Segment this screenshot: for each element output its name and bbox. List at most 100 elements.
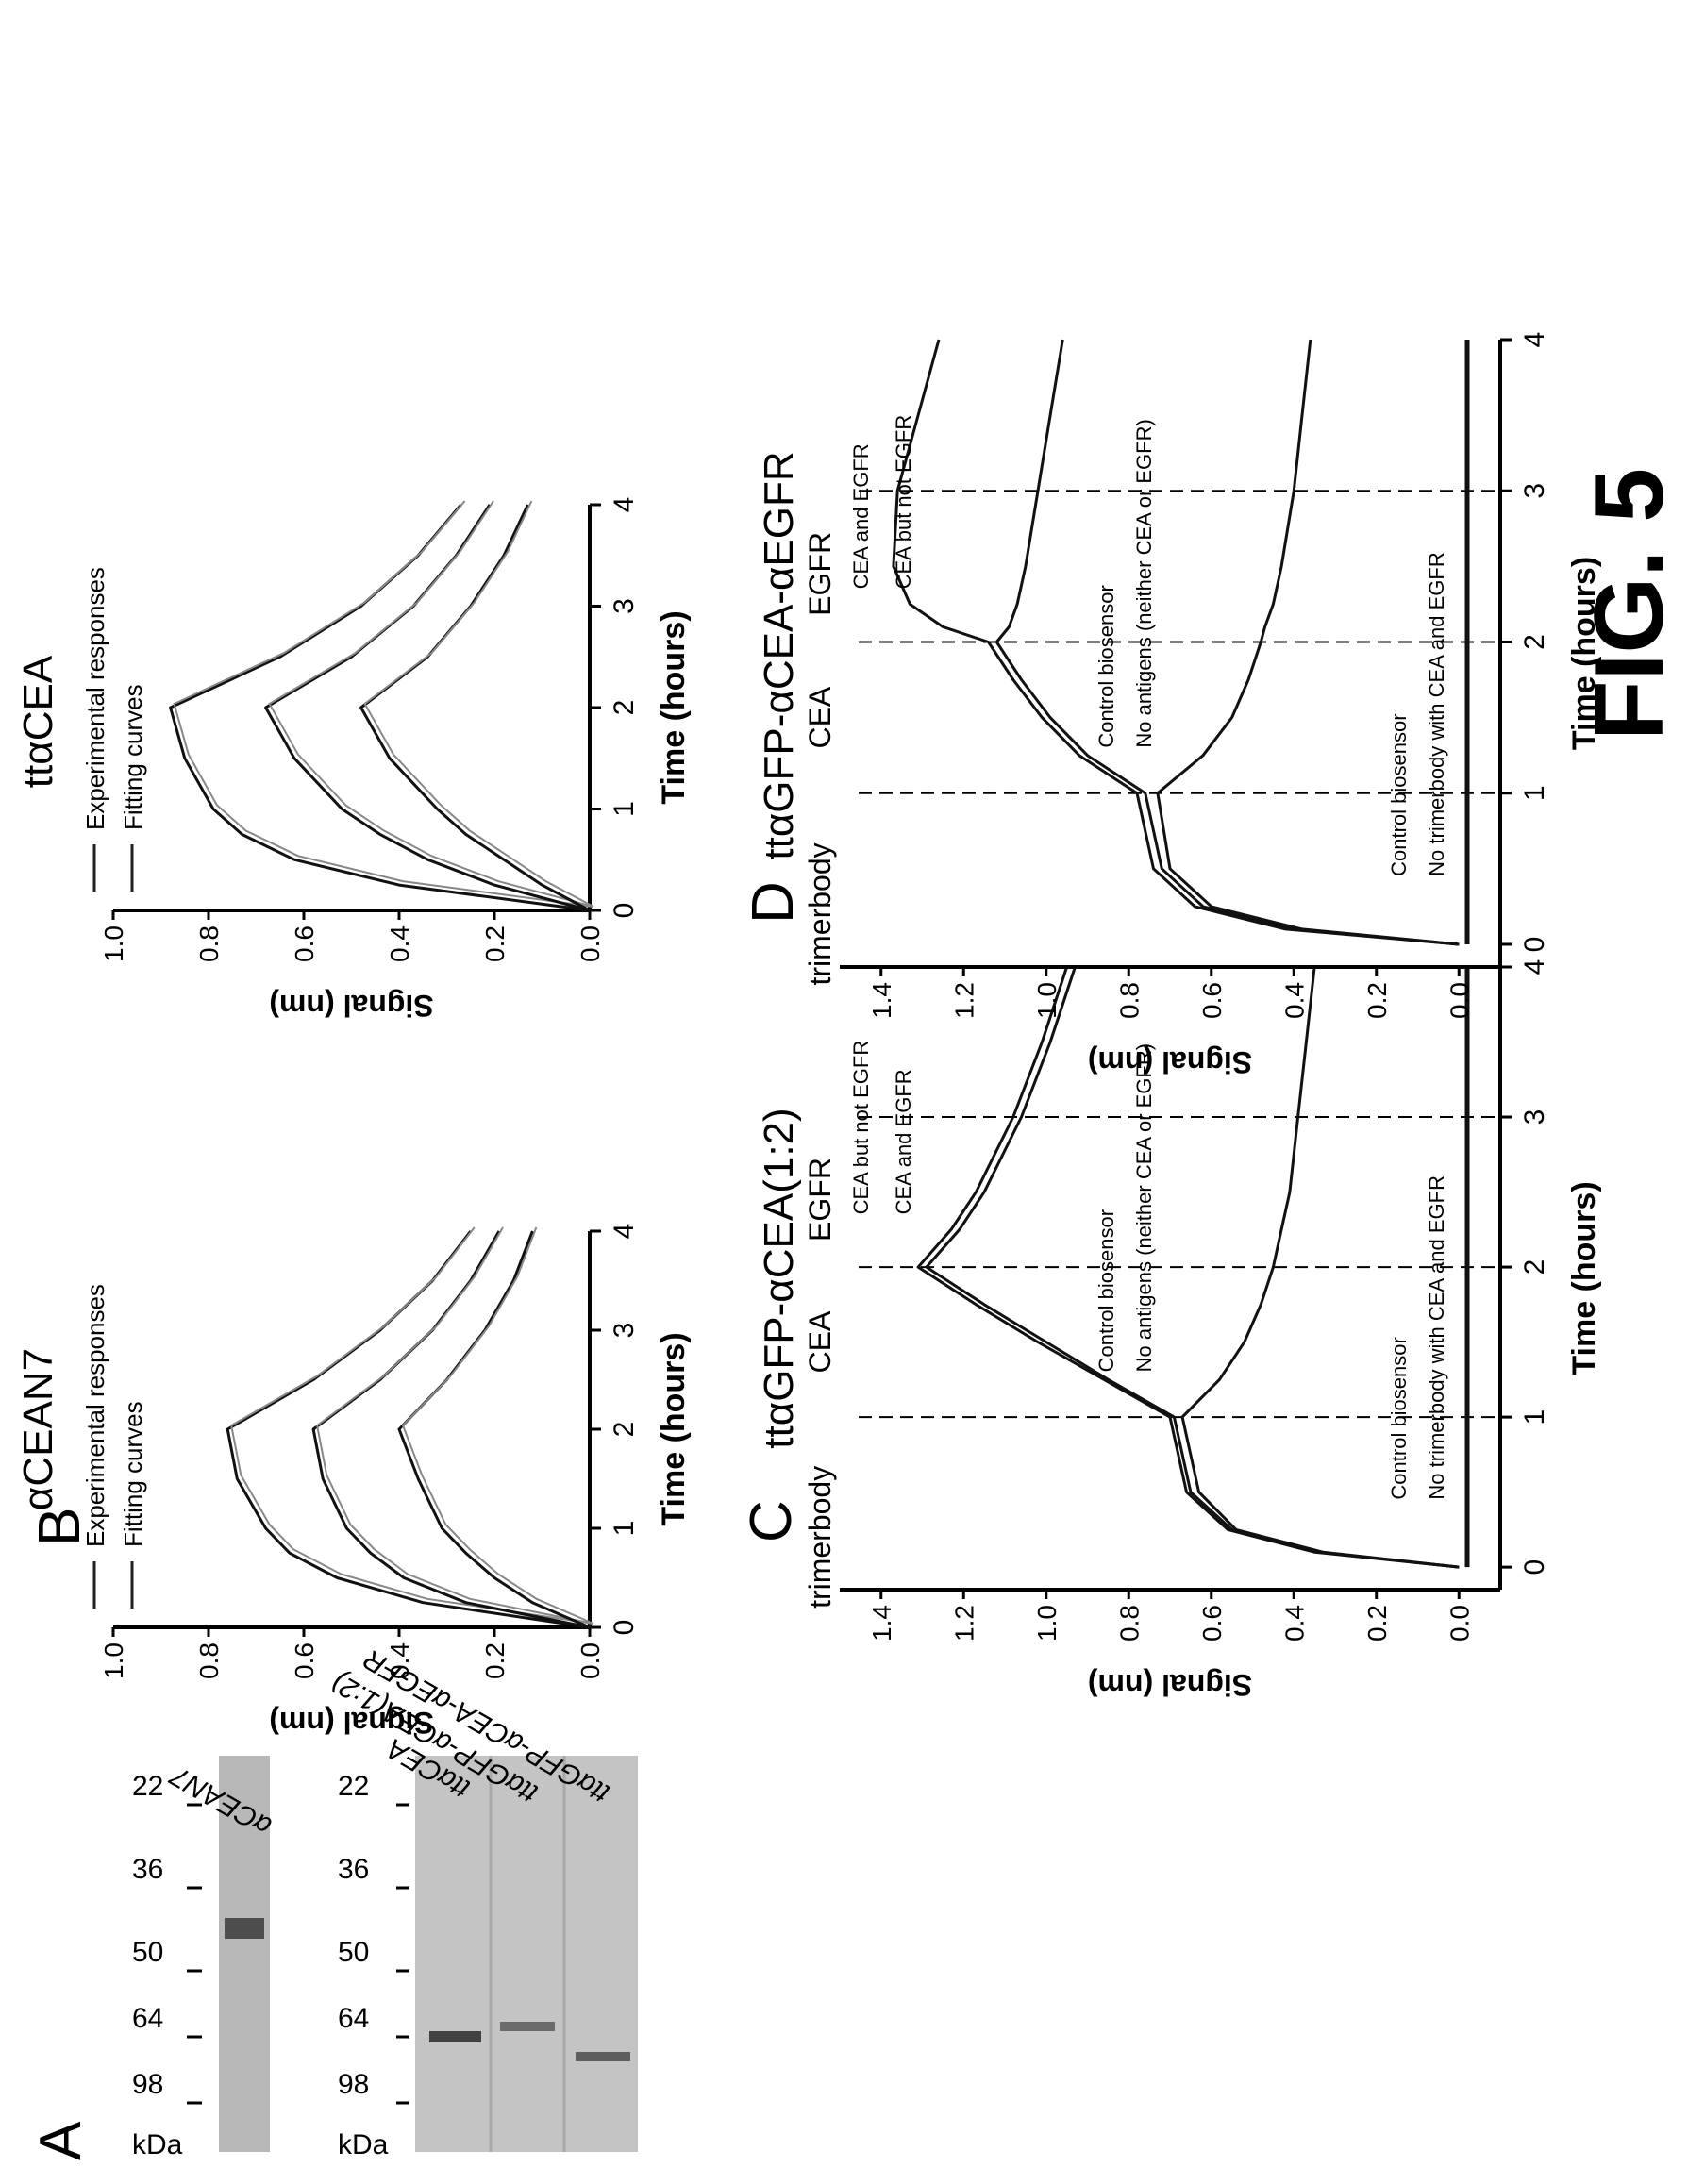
x-tick-label: 0: [609, 903, 640, 919]
gel-band: [500, 2022, 555, 2031]
y-axis-label: Signal (nm): [269, 989, 433, 1023]
x-tick-label: 4: [1519, 959, 1550, 975]
fit-line: [363, 500, 594, 908]
gel-marker-right-36: 36: [338, 1854, 369, 1885]
series-line: [359, 504, 591, 912]
y-tick-label: 1.0: [99, 1642, 128, 1679]
chart-title: ttαGFP-αCEA-αEGFR: [756, 451, 802, 859]
annotation: CEA but not EGFR: [892, 415, 915, 590]
x-tick-label: 1: [609, 1521, 640, 1537]
gel-marker-left-22: 22: [132, 1771, 163, 1802]
annotation: Control biosensor: [1387, 1337, 1411, 1499]
x-tick-label: 3: [1519, 483, 1550, 499]
series-line: [311, 1230, 591, 1629]
gel-lane-left: [219, 1756, 270, 2152]
chart-b: αCEAN7 0.0 0.2 0.4 0.6 0.8 1.0 0 1 2 3 4 Time (hours…: [15, 1224, 692, 1740]
y-tick-label: 0.0: [576, 925, 605, 962]
panel-label-d: D: [741, 881, 806, 924]
x-tick-label: 0: [1519, 937, 1550, 953]
phase-label: EGFR: [803, 532, 837, 616]
x-tick-label: 0: [1519, 1559, 1550, 1575]
gel-marker-left-98: 98: [132, 2069, 163, 2100]
x-tick-label: 1: [609, 801, 640, 817]
y-tick-label: 0.6: [1197, 982, 1227, 1019]
series-line: [916, 966, 1460, 1569]
x-axis-label: Time (hours): [656, 1332, 692, 1525]
x-tick-label: 4: [609, 1224, 640, 1240]
x-tick-label: 4: [609, 497, 640, 513]
panel-label-a: A: [28, 2121, 93, 2160]
y-tick-label: 0.2: [480, 925, 510, 962]
y-tick-label: 0.6: [1197, 1605, 1227, 1642]
y-tick-label: 1.2: [949, 1605, 978, 1642]
phase-label: EGFR: [803, 1158, 837, 1242]
y-tick-label: 1.4: [867, 982, 896, 1019]
y-tick-label: 1.2: [949, 982, 978, 1019]
y-tick-label: 0.4: [1279, 1605, 1309, 1642]
gel-lanes-right: [415, 1756, 638, 2152]
gel-right-markers: kDa 98 64 50 36 22: [338, 1771, 409, 2160]
annotation: No trimerbody with CEA and EGFR: [1425, 552, 1448, 876]
figure-label: FIG. 5: [1575, 468, 1684, 741]
gel-marker-right-50: 50: [338, 1937, 369, 1968]
annotation: CEA and EGFR: [849, 443, 873, 589]
gel-marker-left-50: 50: [132, 1937, 163, 1968]
fit-line: [268, 500, 594, 908]
series-line: [397, 1230, 591, 1629]
y-axis-label: Signal (nm): [1088, 1045, 1252, 1079]
legend-label: Fitting curves: [119, 684, 147, 830]
x-axis-label: Time (hours): [656, 610, 692, 804]
series-line: [1180, 966, 1460, 1569]
fit-line: [315, 1226, 594, 1625]
chart-c: ttαGFP-αCEA(1:2) 0.0 0.2 0.4 0.6 0.8 1.0 1.2 1.4…: [756, 959, 1602, 1702]
chart-title: αCEAN7: [15, 1348, 61, 1510]
panel-label-c: C: [739, 1500, 804, 1542]
phase-label: trimerbody: [803, 842, 837, 985]
y-axis-label: Signal (nm): [1088, 1668, 1252, 1702]
x-tick-label: 3: [1519, 1109, 1550, 1125]
gel-unit-left: kDa: [132, 2129, 183, 2160]
y-tick-label: 0.4: [1279, 982, 1309, 1019]
annotation: No trimerbody with CEA and EGFR: [1425, 1175, 1448, 1500]
chart-title: ttαCEA: [15, 655, 61, 788]
x-tick-label: 3: [609, 1323, 640, 1339]
gel-marker-left-36: 36: [132, 1854, 163, 1885]
y-tick-label: 0.8: [1114, 1605, 1144, 1642]
x-tick-label: 3: [609, 598, 640, 614]
y-tick-label: 0.8: [1114, 982, 1144, 1019]
gel-band: [225, 1918, 264, 1939]
y-tick-label: 0.0: [576, 1642, 605, 1679]
gel-band: [576, 2052, 630, 2061]
x-tick-label: 0: [609, 1620, 640, 1636]
y-axis-label: Signal (nm): [269, 1706, 433, 1740]
phase-label: CEA: [803, 686, 837, 748]
legend-label: Fitting curves: [119, 1401, 147, 1547]
x-tick-label: 2: [609, 700, 640, 716]
gel-marker-right-64: 64: [338, 2003, 369, 2034]
y-tick-label: 0.6: [290, 1642, 319, 1679]
annotation: CEA but not EGFR: [849, 1041, 873, 1215]
annotation: Control biosensor: [1387, 713, 1411, 875]
gel-unit-right: kDa: [338, 2129, 389, 2160]
series-line: [226, 1230, 591, 1629]
y-tick-label: 0.4: [385, 1642, 414, 1679]
chart-title: ttαGFP-αCEA(1:2): [756, 1108, 802, 1448]
y-tick-label: 1.0: [1032, 982, 1061, 1019]
legend-label: Experimental responses: [81, 1284, 109, 1547]
x-tick-label: 2: [609, 1422, 640, 1438]
phase-label: trimerbody: [803, 1466, 837, 1609]
x-tick-label: 4: [1519, 332, 1550, 348]
y-tick-label: 0.0: [1445, 982, 1474, 1019]
x-axis-label: Time (hours): [1566, 1181, 1602, 1375]
x-tick-label: 2: [1519, 1259, 1550, 1275]
chart-b2: ttαCEA 0.0 0.2 0.4 0.6 0.8 1.0 0 1 2 3 4 Time (hours…: [15, 497, 692, 1023]
y-tick-label: 0.2: [480, 1642, 510, 1679]
fit-line: [230, 1226, 594, 1625]
series-line: [892, 339, 1460, 946]
y-tick-label: 1.0: [1032, 1605, 1061, 1642]
y-tick-label: 0.2: [1362, 982, 1392, 1019]
y-tick-label: 0.8: [194, 1642, 224, 1679]
x-tick-label: 1: [1519, 785, 1550, 801]
fit-line: [173, 500, 594, 908]
